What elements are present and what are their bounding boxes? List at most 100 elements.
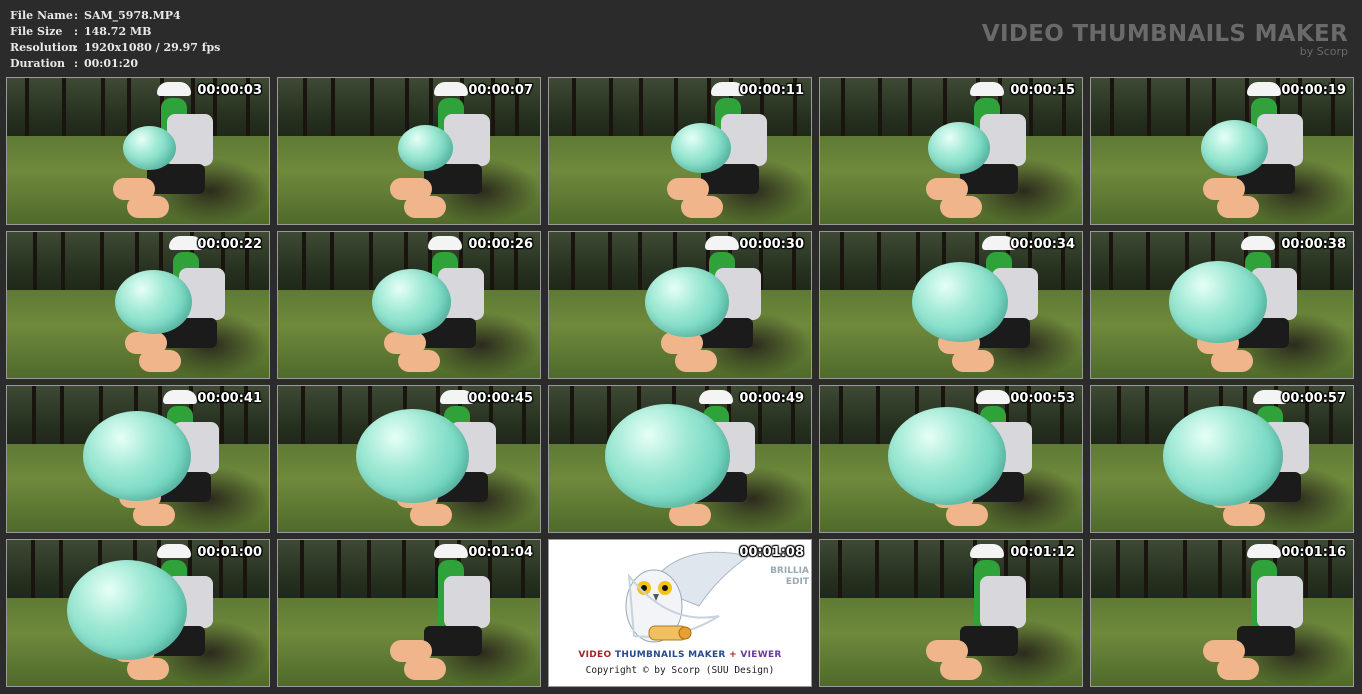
- tree-trunk: [1276, 78, 1280, 146]
- video-thumbnail[interactable]: 00:00:15: [819, 77, 1083, 225]
- thumbnail-timestamp: 00:01:12: [1010, 545, 1075, 560]
- person-hat: [705, 236, 739, 250]
- video-frame: [278, 232, 540, 378]
- person-hat: [157, 544, 191, 558]
- tree-trunk: [1116, 540, 1120, 608]
- tree-trunk: [404, 232, 408, 300]
- tree-trunk: [330, 232, 334, 300]
- info-colon: :: [74, 25, 79, 38]
- video-thumbnail[interactable]: 00:00:03: [6, 77, 270, 225]
- tree-trunk: [759, 232, 763, 300]
- balloon: [83, 411, 191, 501]
- person-leg: [410, 504, 452, 526]
- person-hat: [982, 236, 1016, 250]
- tree-trunk: [62, 78, 66, 146]
- tree-trunk: [245, 232, 249, 300]
- tree-trunk: [674, 78, 678, 146]
- tree-canopy: [1091, 540, 1353, 606]
- video-thumbnail[interactable]: BRILLIA EDIT VIDEO THUMBNAILS MAKER + VIE…: [548, 539, 812, 687]
- person-leg: [404, 196, 446, 218]
- tree-trunk: [368, 386, 372, 454]
- video-frame: [278, 540, 540, 686]
- person-shirt: [444, 576, 490, 628]
- tree-trunk: [514, 232, 518, 300]
- person-leg: [940, 196, 982, 218]
- person-hat: [1253, 390, 1287, 404]
- balloon: [645, 267, 729, 337]
- person-hat: [699, 390, 733, 404]
- thumbnail-timestamp: 00:01:04: [468, 545, 533, 560]
- tree-trunk: [998, 78, 1002, 146]
- video-thumbnail[interactable]: 00:00:57: [1090, 385, 1354, 533]
- tree-trunk: [570, 386, 574, 454]
- tree-trunk: [459, 232, 463, 300]
- tree-trunk: [301, 386, 305, 454]
- tree-trunk: [727, 386, 731, 454]
- video-frame: [7, 78, 269, 224]
- video-thumbnail[interactable]: 00:01:04: [277, 539, 541, 687]
- video-thumbnail[interactable]: 00:00:26: [277, 231, 541, 379]
- video-thumbnail[interactable]: 00:00:41: [6, 385, 270, 533]
- person-hat: [1241, 236, 1275, 250]
- tree-canopy: [278, 540, 540, 606]
- video-thumbnail[interactable]: 00:00:30: [548, 231, 812, 379]
- tree-trunk: [607, 386, 611, 454]
- tree-trunk: [608, 232, 612, 300]
- balloon: [67, 560, 187, 660]
- video-thumbnail[interactable]: 00:00:49: [548, 385, 812, 533]
- tree-trunk: [101, 78, 105, 146]
- tree-trunk: [60, 386, 64, 454]
- tree-trunk: [59, 540, 63, 608]
- balloon: [1201, 120, 1269, 176]
- video-thumbnail[interactable]: 00:00:22: [6, 231, 270, 379]
- video-thumbnail[interactable]: 00:00:19: [1090, 77, 1354, 225]
- tree-trunk: [1186, 78, 1190, 146]
- video-thumbnail[interactable]: 00:00:45: [277, 385, 541, 533]
- tree-trunk: [673, 232, 677, 300]
- balloon: [356, 409, 469, 503]
- person-skirt: [424, 626, 482, 656]
- tree-trunk: [707, 78, 711, 146]
- tree-trunk: [876, 386, 880, 454]
- tree-trunk: [135, 232, 139, 300]
- tree-trunk: [1029, 78, 1033, 146]
- tree-trunk: [489, 386, 493, 454]
- tree-trunk: [1005, 386, 1009, 454]
- thumbnail-grid: 00:00:03 00:00:07: [6, 77, 1358, 689]
- tree-trunk: [940, 540, 944, 608]
- tree-trunk: [943, 78, 947, 146]
- video-thumbnail[interactable]: 00:00:38: [1090, 231, 1354, 379]
- tree-trunk: [1059, 540, 1063, 608]
- video-frame: [820, 232, 1082, 378]
- tree-trunk: [1297, 232, 1301, 300]
- person-hat: [970, 82, 1004, 96]
- video-thumbnail[interactable]: 00:01:12: [819, 539, 1083, 687]
- tree-trunk: [1144, 540, 1148, 608]
- video-thumbnail[interactable]: 00:01:16: [1090, 539, 1354, 687]
- tree-trunk: [791, 386, 795, 454]
- video-thumbnail[interactable]: 00:00:34: [819, 231, 1083, 379]
- video-thumbnail[interactable]: 00:00:53: [819, 385, 1083, 533]
- tree-trunk: [219, 540, 223, 608]
- person-hat: [157, 82, 191, 96]
- thumbnail-timestamp: 00:01:00: [197, 545, 262, 560]
- tree-trunk: [572, 78, 576, 146]
- person-leg: [390, 640, 432, 662]
- tree-trunk: [792, 232, 796, 300]
- thumbnail-timestamp: 00:00:38: [1281, 237, 1346, 252]
- video-thumbnail[interactable]: 00:00:07: [277, 77, 541, 225]
- info-key: File Name: [10, 9, 73, 22]
- tree-trunk: [916, 232, 920, 300]
- person-leg: [390, 178, 432, 200]
- info-value: 148.72 MB: [84, 25, 152, 38]
- video-thumbnail[interactable]: 00:01:00: [6, 539, 270, 687]
- person-hat: [428, 236, 462, 250]
- brand-title: VIDEO THUMBNAILS MAKER: [981, 21, 1348, 47]
- video-thumbnail[interactable]: 00:00:11: [548, 77, 812, 225]
- video-frame: [549, 232, 811, 378]
- file-info-panel: File Name : SAM_5978.MP4 File Size : 148…: [10, 8, 220, 72]
- video-frame: [1091, 540, 1353, 686]
- thumbnail-timestamp: 00:00:19: [1281, 83, 1346, 98]
- tree-trunk: [1185, 232, 1189, 300]
- person-hat: [711, 82, 745, 96]
